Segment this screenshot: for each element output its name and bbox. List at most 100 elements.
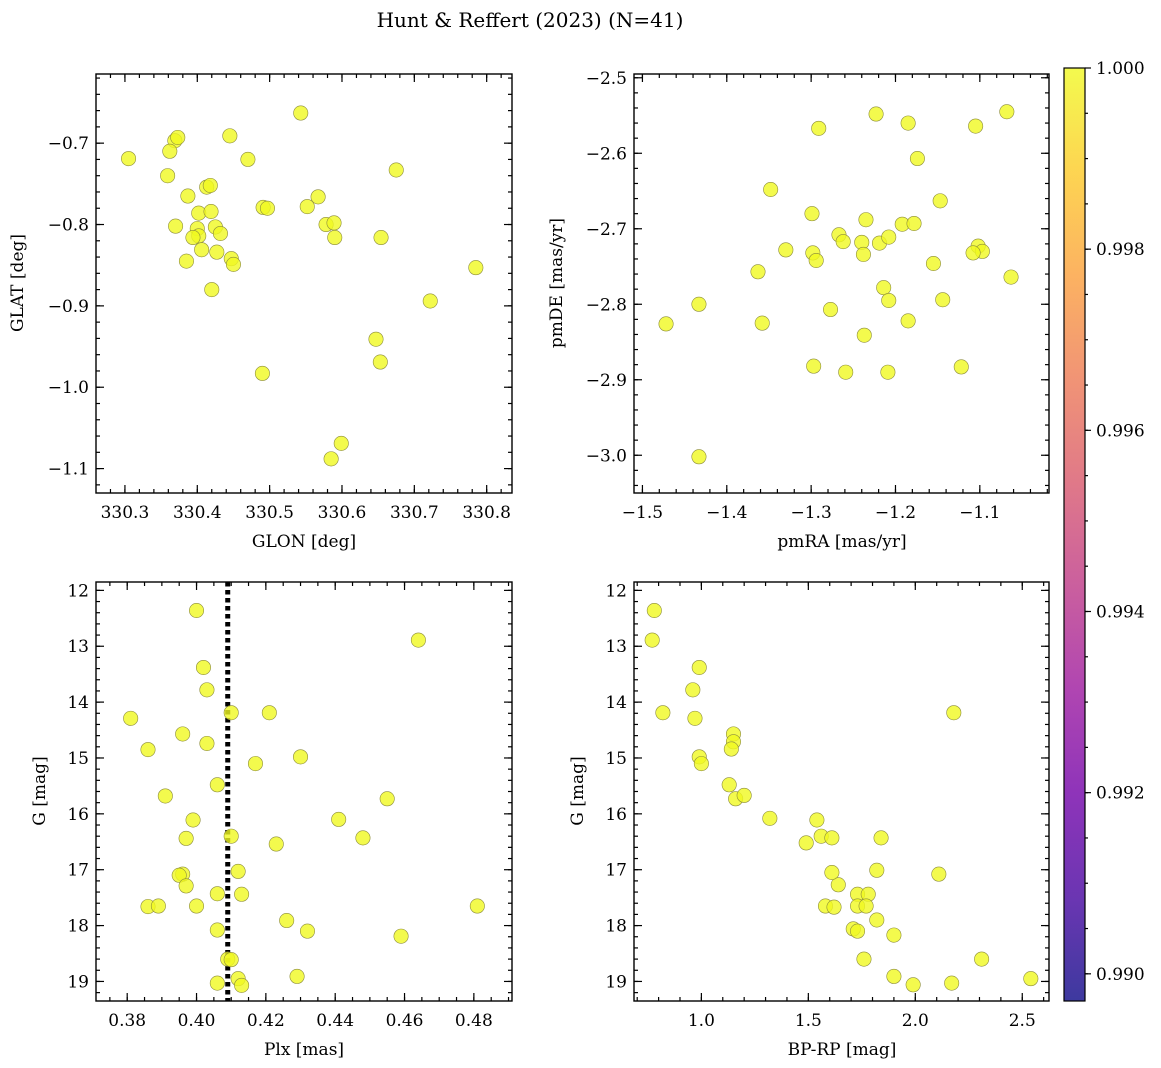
y-tick-label: 17 bbox=[67, 861, 89, 881]
data-point bbox=[202, 177, 218, 193]
y-tick-label: −1.0 bbox=[48, 378, 89, 398]
x-tick-label: 330.3 bbox=[101, 503, 150, 523]
y-tick-label: 19 bbox=[67, 972, 89, 992]
data-point bbox=[162, 143, 178, 159]
y-tick-label: −0.9 bbox=[48, 297, 89, 317]
data-point bbox=[331, 811, 347, 827]
data-point bbox=[209, 244, 225, 260]
data-point bbox=[178, 253, 194, 269]
x-tick-label: −1.3 bbox=[790, 503, 831, 523]
y-tick-label: −2.5 bbox=[586, 69, 627, 89]
data-point bbox=[175, 726, 191, 742]
data-point bbox=[254, 365, 270, 381]
data-point bbox=[691, 449, 707, 465]
x-tick-label: −1.4 bbox=[706, 503, 747, 523]
y-axis-label: pmDE [mas/yr] bbox=[547, 218, 567, 348]
y-tick-labels: −2.5 −2.6 −2.7 −2.8 −2.9 −3.0 bbox=[586, 69, 627, 466]
x-tick-label: 330.5 bbox=[245, 503, 294, 523]
y-axis-label: G [mag] bbox=[568, 756, 588, 825]
data-point bbox=[646, 602, 662, 618]
data-point bbox=[209, 777, 225, 793]
data-point bbox=[886, 968, 902, 984]
data-point bbox=[150, 898, 166, 914]
data-point bbox=[393, 928, 409, 944]
data-points bbox=[121, 105, 484, 467]
x-tick-label: 0.44 bbox=[316, 1011, 354, 1031]
x-tick-label: 1.0 bbox=[688, 1011, 715, 1031]
data-point bbox=[323, 451, 339, 467]
ticks bbox=[96, 74, 512, 493]
data-point bbox=[185, 812, 201, 828]
data-point bbox=[185, 230, 201, 246]
data-point bbox=[240, 151, 256, 167]
y-tick-label: 13 bbox=[67, 637, 89, 657]
data-point bbox=[658, 316, 674, 332]
x-tick-label: 0.42 bbox=[247, 1011, 285, 1031]
data-point bbox=[824, 865, 840, 881]
y-tick-label: 12 bbox=[605, 581, 627, 601]
data-point bbox=[856, 327, 872, 343]
data-point bbox=[209, 922, 225, 938]
data-point bbox=[806, 358, 822, 374]
data-point bbox=[410, 632, 426, 648]
data-point bbox=[178, 830, 194, 846]
x-tick-label: 0.38 bbox=[108, 1011, 146, 1031]
data-point bbox=[212, 225, 228, 241]
x-tick-labels: −1.5 −1.4 −1.3 −1.2 −1.1 bbox=[622, 503, 1001, 523]
data-point bbox=[881, 229, 897, 245]
data-point bbox=[946, 705, 962, 721]
x-axis-label: pmRA [mas/yr] bbox=[777, 532, 906, 552]
x-axis-label: GLON [deg] bbox=[252, 532, 356, 552]
data-point bbox=[299, 199, 315, 215]
y-tick-label: −3.0 bbox=[586, 446, 627, 466]
data-point bbox=[170, 129, 186, 145]
axes-frame bbox=[633, 581, 1050, 1002]
data-point bbox=[900, 313, 916, 329]
y-tick-label: 15 bbox=[67, 749, 89, 769]
x-tick-label: 2.0 bbox=[902, 1011, 929, 1031]
data-point bbox=[379, 791, 395, 807]
x-tick-label: −1.1 bbox=[959, 503, 1000, 523]
y-tick-label: 16 bbox=[67, 805, 89, 825]
ticks bbox=[634, 582, 1049, 1001]
y-tick-label: −2.9 bbox=[586, 371, 627, 391]
data-point bbox=[826, 899, 842, 915]
data-point bbox=[824, 830, 840, 846]
data-point bbox=[388, 162, 404, 178]
data-point bbox=[925, 255, 941, 271]
data-point bbox=[327, 230, 343, 246]
data-point bbox=[194, 242, 210, 258]
data-point bbox=[189, 602, 205, 618]
axes-frame bbox=[633, 73, 1050, 494]
data-point bbox=[121, 151, 137, 167]
data-point bbox=[931, 866, 947, 882]
data-point bbox=[368, 331, 384, 347]
y-tick-label: 14 bbox=[605, 693, 627, 713]
data-point bbox=[199, 682, 215, 698]
data-point bbox=[223, 952, 239, 968]
x-axis-label: Plx [mas] bbox=[264, 1040, 344, 1060]
data-point bbox=[965, 245, 981, 261]
data-point bbox=[999, 104, 1015, 120]
data-point bbox=[876, 280, 892, 296]
y-tick-label: 17 bbox=[605, 861, 627, 881]
x-tick-label: 0.46 bbox=[386, 1011, 424, 1031]
data-point bbox=[811, 120, 827, 136]
data-point bbox=[268, 836, 284, 852]
data-point bbox=[230, 863, 246, 879]
data-point bbox=[373, 230, 389, 246]
colorbar-tick-label: 0.996 bbox=[1096, 421, 1145, 441]
colorbar-tick-label: 1.000 bbox=[1096, 59, 1145, 79]
data-point bbox=[247, 756, 263, 772]
y-tick-label: 19 bbox=[605, 972, 627, 992]
data-point bbox=[932, 193, 948, 209]
y-tick-label: 18 bbox=[605, 917, 627, 937]
data-point bbox=[293, 105, 309, 121]
x-tick-label: 2.5 bbox=[1009, 1011, 1036, 1031]
y-tick-label: 13 bbox=[605, 637, 627, 657]
axes-frame bbox=[95, 581, 513, 1002]
data-point bbox=[310, 189, 326, 205]
data-point bbox=[333, 435, 349, 451]
data-point bbox=[234, 977, 250, 993]
